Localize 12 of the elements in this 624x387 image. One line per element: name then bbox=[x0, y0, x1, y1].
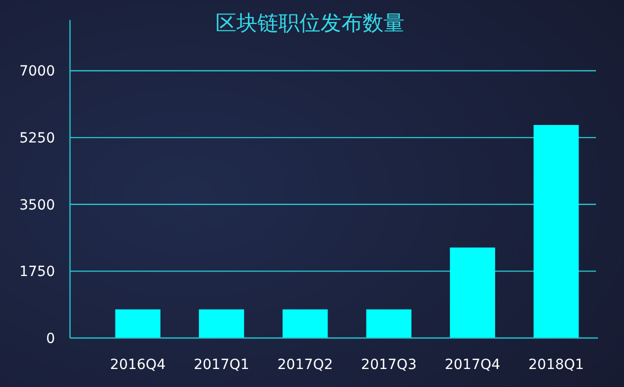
y-tick-label: 0 bbox=[46, 330, 55, 347]
y-tick-label: 7000 bbox=[19, 64, 55, 80]
y-tick-label: 1750 bbox=[19, 264, 55, 280]
y-tick-label: 3500 bbox=[19, 197, 55, 214]
x-tick-label: 2017Q4 bbox=[444, 357, 500, 373]
x-tick-label: 2017Q3 bbox=[361, 357, 417, 373]
x-tick-label: 2017Q2 bbox=[277, 357, 333, 373]
x-tick-label: 2018Q1 bbox=[528, 357, 584, 373]
x-tick-label: 2016Q4 bbox=[110, 357, 166, 373]
chart-title: 区块链职位发布数量 bbox=[216, 11, 404, 35]
y-tick-label: 5250 bbox=[19, 130, 55, 146]
x-tick-label: 2017Q1 bbox=[194, 357, 250, 373]
